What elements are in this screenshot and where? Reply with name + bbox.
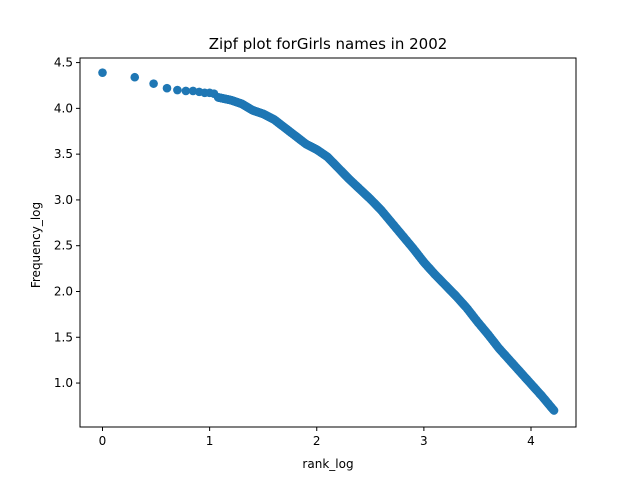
data-points [98, 68, 559, 415]
y-tick-label: 3.5 [54, 147, 73, 161]
y-tick-label: 2.5 [54, 239, 73, 253]
y-tick-label: 1.5 [54, 330, 73, 344]
x-tick-label: 0 [99, 434, 107, 448]
data-point [149, 79, 158, 88]
x-axis-label: rank_log [302, 457, 353, 471]
plot-frame [79, 57, 577, 428]
y-tick-label: 3.0 [54, 193, 73, 207]
x-tick-label: 4 [527, 434, 535, 448]
y-tick-label: 1.0 [54, 376, 73, 390]
x-tick-label: 3 [420, 434, 428, 448]
data-point [130, 72, 140, 82]
x-tick-label: 1 [206, 434, 214, 448]
data-point [173, 85, 182, 95]
y-tick-label: 2.0 [54, 284, 73, 298]
y-axis-ticks: 1.0 1.5 2.0 2.5 3.0 3.5 4.0 4.5 [54, 56, 80, 390]
y-tick-label: 4.0 [54, 101, 73, 115]
chart-title: Zipf plot forGirls names in 2002 [209, 35, 448, 53]
data-point [181, 86, 191, 96]
x-axis-ticks: 0 1 2 3 4 [99, 427, 535, 448]
x-tick-label: 2 [313, 434, 321, 448]
data-point [162, 83, 172, 93]
y-tick-label: 4.5 [54, 56, 73, 70]
y-axis-label: Frequency_log [29, 202, 43, 288]
data-point [98, 68, 107, 77]
data-point [549, 406, 559, 415]
